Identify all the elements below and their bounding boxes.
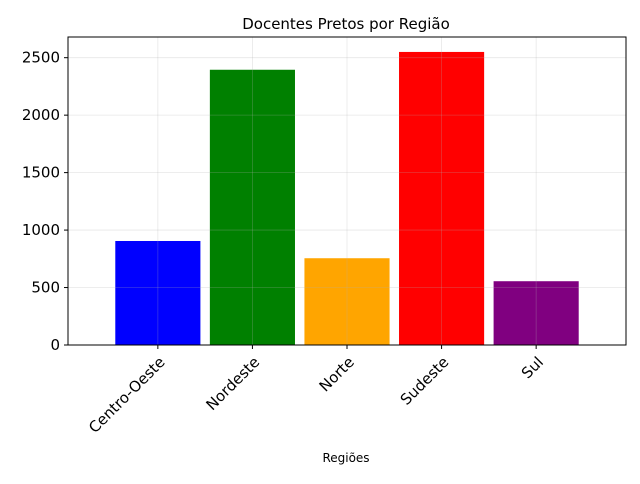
bar-centro-oeste [115, 240, 201, 345]
y-tick-label: 2500 [22, 49, 60, 67]
y-tick-label: 500 [31, 279, 60, 297]
bar-sul [493, 281, 579, 345]
x-axis-label: Regiões [322, 451, 369, 465]
bar-norte [304, 258, 390, 345]
bar-sudeste [399, 51, 485, 345]
y-tick-label: 1000 [22, 221, 60, 239]
y-tick-label: 2000 [22, 106, 60, 124]
y-tick-label: 1500 [22, 164, 60, 182]
chart-title: Docentes Pretos por Região [242, 15, 450, 33]
bar-nordeste [209, 69, 295, 346]
y-tick-label: 0 [50, 336, 60, 354]
